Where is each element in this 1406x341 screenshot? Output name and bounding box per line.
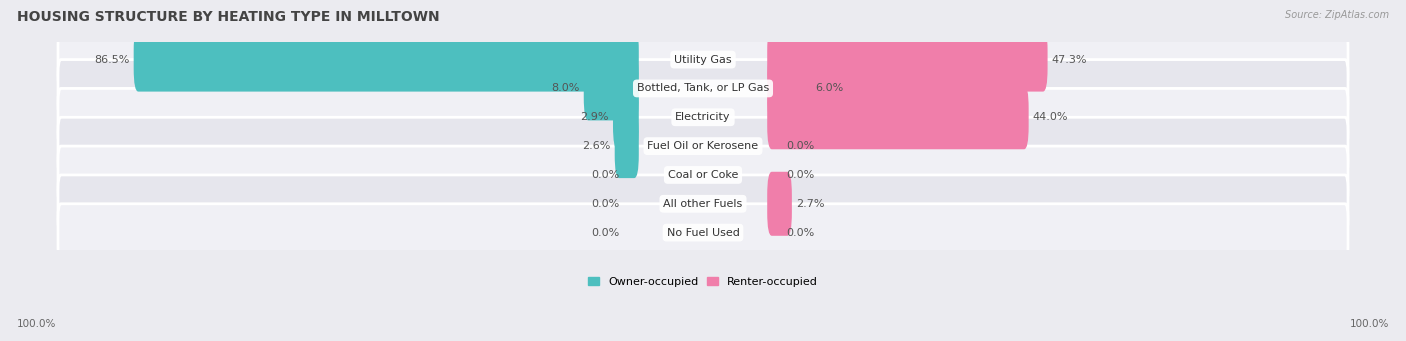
FancyBboxPatch shape xyxy=(58,60,1348,117)
Text: No Fuel Used: No Fuel Used xyxy=(666,227,740,238)
Text: Fuel Oil or Kerosene: Fuel Oil or Kerosene xyxy=(647,141,759,151)
Text: 100.0%: 100.0% xyxy=(1350,319,1389,329)
FancyBboxPatch shape xyxy=(58,31,1348,88)
Text: Electricity: Electricity xyxy=(675,112,731,122)
Text: 2.7%: 2.7% xyxy=(796,199,824,209)
FancyBboxPatch shape xyxy=(768,56,811,120)
Text: 47.3%: 47.3% xyxy=(1052,55,1087,64)
FancyBboxPatch shape xyxy=(58,146,1348,204)
Text: 0.0%: 0.0% xyxy=(786,141,814,151)
FancyBboxPatch shape xyxy=(768,172,792,236)
Text: 0.0%: 0.0% xyxy=(786,170,814,180)
Text: Source: ZipAtlas.com: Source: ZipAtlas.com xyxy=(1285,10,1389,20)
Text: All other Fuels: All other Fuels xyxy=(664,199,742,209)
FancyBboxPatch shape xyxy=(58,88,1348,146)
FancyBboxPatch shape xyxy=(58,175,1348,233)
Text: 86.5%: 86.5% xyxy=(94,55,129,64)
FancyBboxPatch shape xyxy=(768,28,1047,92)
Text: 2.6%: 2.6% xyxy=(582,141,610,151)
Text: 0.0%: 0.0% xyxy=(592,199,620,209)
Text: 100.0%: 100.0% xyxy=(17,319,56,329)
Text: 0.0%: 0.0% xyxy=(592,170,620,180)
Text: 0.0%: 0.0% xyxy=(786,227,814,238)
Text: Coal or Coke: Coal or Coke xyxy=(668,170,738,180)
Text: 44.0%: 44.0% xyxy=(1032,112,1069,122)
FancyBboxPatch shape xyxy=(583,56,638,120)
FancyBboxPatch shape xyxy=(58,204,1348,262)
Text: 8.0%: 8.0% xyxy=(551,84,579,93)
Text: 6.0%: 6.0% xyxy=(815,84,844,93)
Text: 2.9%: 2.9% xyxy=(581,112,609,122)
FancyBboxPatch shape xyxy=(768,85,1029,149)
Text: HOUSING STRUCTURE BY HEATING TYPE IN MILLTOWN: HOUSING STRUCTURE BY HEATING TYPE IN MIL… xyxy=(17,10,440,24)
FancyBboxPatch shape xyxy=(614,114,638,178)
Text: 0.0%: 0.0% xyxy=(592,227,620,238)
FancyBboxPatch shape xyxy=(613,85,638,149)
Text: Bottled, Tank, or LP Gas: Bottled, Tank, or LP Gas xyxy=(637,84,769,93)
Text: Utility Gas: Utility Gas xyxy=(675,55,731,64)
FancyBboxPatch shape xyxy=(134,28,638,92)
FancyBboxPatch shape xyxy=(58,117,1348,175)
Legend: Owner-occupied, Renter-occupied: Owner-occupied, Renter-occupied xyxy=(585,273,821,290)
